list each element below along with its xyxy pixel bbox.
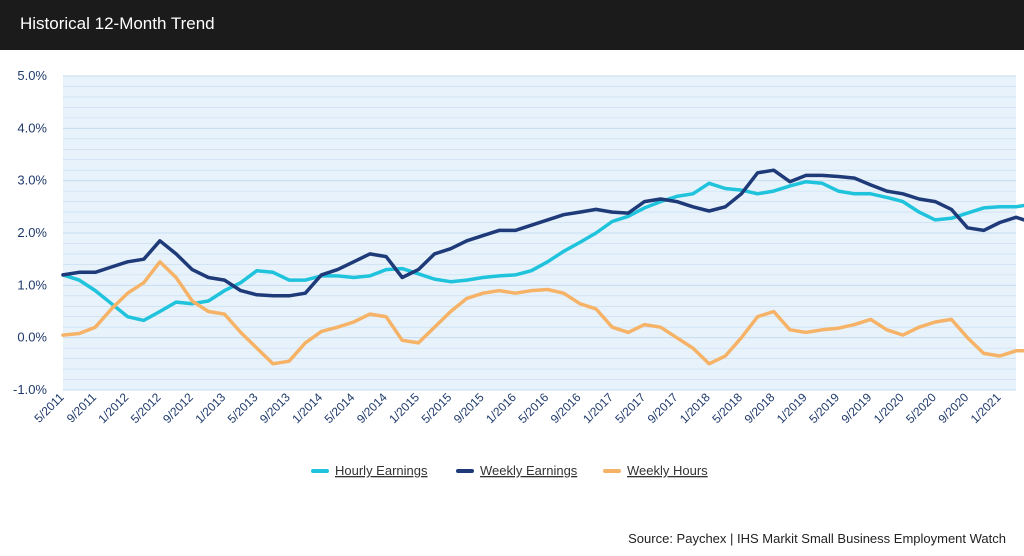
y-tick-label: -1.0% <box>13 382 47 397</box>
x-tick-label: 5/2020 <box>903 390 939 426</box>
x-tick-label: 9/2019 <box>839 390 875 426</box>
y-tick-label: 5.0% <box>17 68 47 83</box>
legend-label-0: Hourly Earnings <box>335 463 428 478</box>
x-tick-label: 9/2014 <box>354 390 390 426</box>
chart-title: Historical 12-Month Trend <box>20 14 215 33</box>
series-line-1 <box>61 168 1024 298</box>
x-tick-label: 9/2015 <box>451 390 487 426</box>
x-tick-label: 5/2013 <box>225 390 261 426</box>
series-line-2 <box>61 260 1024 366</box>
y-axis: 5.0% 4.0% 3.0% 2.0% 1.0% 0.0% -1.0% <box>13 68 47 397</box>
x-tick-label: 9/2016 <box>548 390 584 426</box>
x-tick-label: 5/2015 <box>419 390 455 426</box>
x-tick-label: 1/2016 <box>483 390 519 426</box>
y-tick-label: 2.0% <box>17 225 47 240</box>
x-tick-label: 1/2012 <box>95 390 131 426</box>
x-tick-label: 5/2018 <box>709 390 745 426</box>
x-tick-label: 1/2019 <box>774 390 810 426</box>
x-tick-label: 5/2019 <box>806 390 842 426</box>
y-tick-label: 1.0% <box>17 277 47 292</box>
x-tick-label: 9/2012 <box>160 390 196 426</box>
source-note: Source: Paychex | IHS Markit Small Busin… <box>628 531 1006 546</box>
x-tick-label: 9/2020 <box>935 390 971 426</box>
x-tick-label: 1/2013 <box>192 390 228 426</box>
x-tick-label: 1/2017 <box>580 390 616 426</box>
chart-header: Historical 12-Month Trend <box>0 0 1024 50</box>
x-axis: 5/20119/20111/20125/20129/20121/20135/20… <box>32 390 1004 426</box>
x-tick-label: 9/2013 <box>257 390 293 426</box>
x-tick-label: 5/2012 <box>128 390 164 426</box>
x-tick-label: 1/2021 <box>968 390 1004 426</box>
x-tick-label: 9/2011 <box>64 390 99 425</box>
y-tick-label: 0.0% <box>17 330 47 345</box>
y-tick-label: 4.0% <box>17 120 47 135</box>
x-tick-label: 1/2020 <box>871 390 907 426</box>
legend-label-2: Weekly Hours <box>627 463 708 478</box>
grid-lines <box>63 75 1016 391</box>
x-tick-label: 5/2017 <box>612 390 648 426</box>
x-tick-label: 1/2015 <box>386 390 422 426</box>
x-tick-label: 5/2014 <box>322 390 358 426</box>
x-tick-label: 9/2017 <box>645 390 681 426</box>
x-tick-label: 9/2018 <box>742 390 778 426</box>
series-lines <box>61 168 1024 366</box>
legend-label-1: Weekly Earnings <box>480 463 578 478</box>
x-tick-label: 5/2016 <box>515 390 551 426</box>
line-chart: 5.0% 4.0% 3.0% 2.0% 1.0% 0.0% -1.0% 5/20119/20… <box>13 68 1024 478</box>
legend: Hourly Earnings Weekly Earnings Weekly Hou… <box>311 463 708 478</box>
y-tick-label: 3.0% <box>17 173 47 188</box>
x-tick-label: 1/2018 <box>677 390 713 426</box>
x-tick-label: 1/2014 <box>289 390 325 426</box>
